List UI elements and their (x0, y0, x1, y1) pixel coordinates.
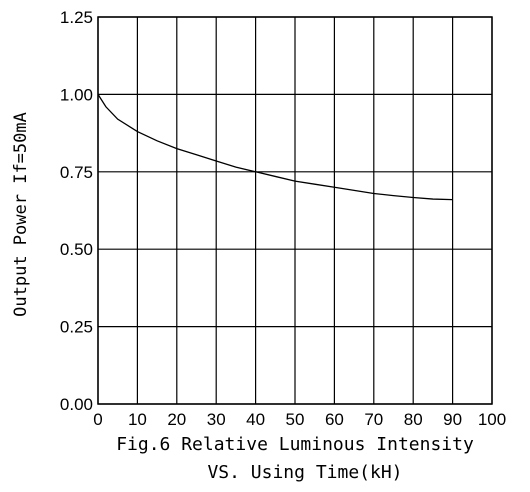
series-line-output-power (97, 94, 453, 201)
y-tick-label: 1.00 (60, 85, 93, 104)
y-tick-label: 1.25 (60, 8, 93, 27)
y-tick-label: 0.25 (60, 318, 93, 337)
grid-lines (97, 16, 493, 405)
y-tick-label: 0.50 (60, 240, 93, 259)
x-tick-label: 90 (443, 410, 462, 429)
x-tick-label: 10 (128, 410, 147, 429)
x-tick-label: 80 (404, 410, 423, 429)
y-axis-title: Output Power If=50mA (11, 112, 31, 317)
x-tick-label: 0 (93, 410, 102, 429)
y-tick-label: 0.00 (60, 395, 93, 414)
x-tick-label: 100 (478, 410, 506, 429)
x-tick-label: 70 (364, 410, 383, 429)
x-tick-labels: 0 10 20 30 40 50 60 70 80 90 100 (93, 410, 506, 429)
y-tick-label: 0.75 (60, 163, 93, 182)
x-tick-label: 60 (325, 410, 344, 429)
figure-caption-line2: VS. Using Time(kH) (207, 462, 402, 483)
x-tick-label: 20 (167, 410, 186, 429)
plot-frame (97, 16, 493, 405)
x-tick-label: 40 (246, 410, 265, 429)
figure-caption-line1: Fig.6 Relative Luminous Intensity (116, 434, 474, 455)
x-tick-label: 30 (207, 410, 226, 429)
y-tick-labels: 0.00 0.25 0.50 0.75 1.00 1.25 (60, 8, 93, 414)
x-tick-label: 50 (286, 410, 305, 429)
